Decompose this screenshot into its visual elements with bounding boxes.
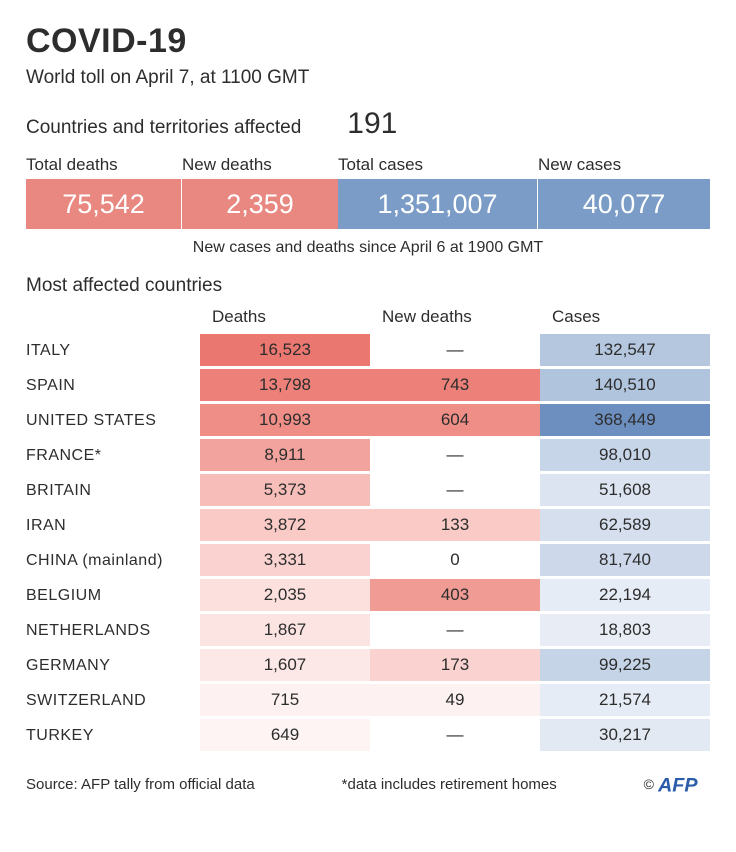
table-row: SWITZERLAND7154921,574 [26,683,710,718]
th-cases: Cases [540,307,710,327]
page-title: COVID-19 [26,22,710,61]
cell-new-deaths: — [370,614,540,647]
cell-deaths: 649 [200,719,370,752]
country-name: SWITZERLAND [26,692,200,710]
table-row: FRANCE*8,911—98,010 [26,438,710,473]
cell-deaths: 3,331 [200,544,370,577]
affected-row: Countries and territories affected 191 [26,107,710,141]
table-row: UNITED STATES10,993604368,449 [26,403,710,438]
table-row: TURKEY649—30,217 [26,718,710,753]
cell-cases: 368,449 [540,404,710,437]
th-deaths: Deaths [200,307,370,327]
section-label: Most affected countries [26,275,710,297]
cell-new-deaths: 49 [370,684,540,717]
cell-new-deaths: 0 [370,544,540,577]
cell-deaths: 2,035 [200,579,370,612]
stat-label-new-cases: New cases [538,155,710,179]
cell-new-deaths: 604 [370,404,540,437]
cell-new-deaths: — [370,719,540,752]
stats-note: New cases and deaths since April 6 at 19… [26,239,710,257]
country-name: GERMANY [26,657,200,675]
cell-cases: 62,589 [540,509,710,542]
country-name: BELGIUM [26,587,200,605]
affected-label: Countries and territories affected [26,117,301,139]
table-row: SPAIN13,798743140,510 [26,368,710,403]
table-row: GERMANY1,60717399,225 [26,648,710,683]
table-header: Deaths New deaths Cases [26,307,710,327]
cell-new-deaths: 173 [370,649,540,682]
country-name: UNITED STATES [26,412,200,430]
stat-total-deaths: 75,542 [26,179,182,229]
cell-new-deaths: — [370,334,540,367]
table-body: ITALY16,523—132,547SPAIN13,798743140,510… [26,333,710,753]
svg-text:AFP: AFP [658,774,698,796]
th-new-deaths: New deaths [370,307,540,327]
cell-new-deaths: — [370,439,540,472]
country-name: CHINA (mainland) [26,552,200,570]
afp-logo: AFP [658,771,710,797]
cell-deaths: 1,867 [200,614,370,647]
table-row: CHINA (mainland)3,331081,740 [26,543,710,578]
cell-new-deaths: 403 [370,579,540,612]
cell-new-deaths: 743 [370,369,540,402]
affected-count: 191 [347,107,397,141]
cell-new-deaths: — [370,474,540,507]
cell-cases: 21,574 [540,684,710,717]
country-name: SPAIN [26,377,200,395]
country-name: IRAN [26,517,200,535]
subtitle: World toll on April 7, at 1100 GMT [26,67,710,89]
cell-cases: 22,194 [540,579,710,612]
stat-label-new-deaths: New deaths [182,155,338,179]
cell-cases: 30,217 [540,719,710,752]
th-country [26,307,200,327]
country-name: ITALY [26,342,200,360]
cell-cases: 132,547 [540,334,710,367]
stat-new-cases: 40,077 [538,179,710,229]
stat-total-cases: 1,351,007 [338,179,538,229]
footnote: *data includes retirement homes [342,776,557,793]
country-name: TURKEY [26,727,200,745]
country-table: Deaths New deaths Cases ITALY16,523—132,… [26,307,710,753]
cell-deaths: 3,872 [200,509,370,542]
table-row: BRITAIN5,373—51,608 [26,473,710,508]
cell-cases: 81,740 [540,544,710,577]
cell-cases: 140,510 [540,369,710,402]
cell-deaths: 1,607 [200,649,370,682]
cell-cases: 99,225 [540,649,710,682]
table-row: IRAN3,87213362,589 [26,508,710,543]
copyright-symbol: © [644,776,654,792]
cell-cases: 51,608 [540,474,710,507]
cell-deaths: 16,523 [200,334,370,367]
footer: Source: AFP tally from official data *da… [26,771,710,797]
country-name: NETHERLANDS [26,622,200,640]
table-row: ITALY16,523—132,547 [26,333,710,368]
cell-new-deaths: 133 [370,509,540,542]
stat-label-total-cases: Total cases [338,155,538,179]
afp-logo-wrap: © AFP [644,771,710,797]
country-name: BRITAIN [26,482,200,500]
stat-labels-row: Total deaths New deaths Total cases New … [26,155,710,179]
source-text: Source: AFP tally from official data [26,776,255,793]
cell-deaths: 5,373 [200,474,370,507]
table-row: BELGIUM2,03540322,194 [26,578,710,613]
country-name: FRANCE* [26,447,200,465]
stat-label-total-deaths: Total deaths [26,155,182,179]
cell-deaths: 13,798 [200,369,370,402]
stat-boxes: 75,542 2,359 1,351,007 40,077 [26,179,710,229]
cell-deaths: 8,911 [200,439,370,472]
table-row: NETHERLANDS1,867—18,803 [26,613,710,648]
stat-new-deaths: 2,359 [182,179,338,229]
cell-deaths: 715 [200,684,370,717]
cell-deaths: 10,993 [200,404,370,437]
cell-cases: 18,803 [540,614,710,647]
cell-cases: 98,010 [540,439,710,472]
